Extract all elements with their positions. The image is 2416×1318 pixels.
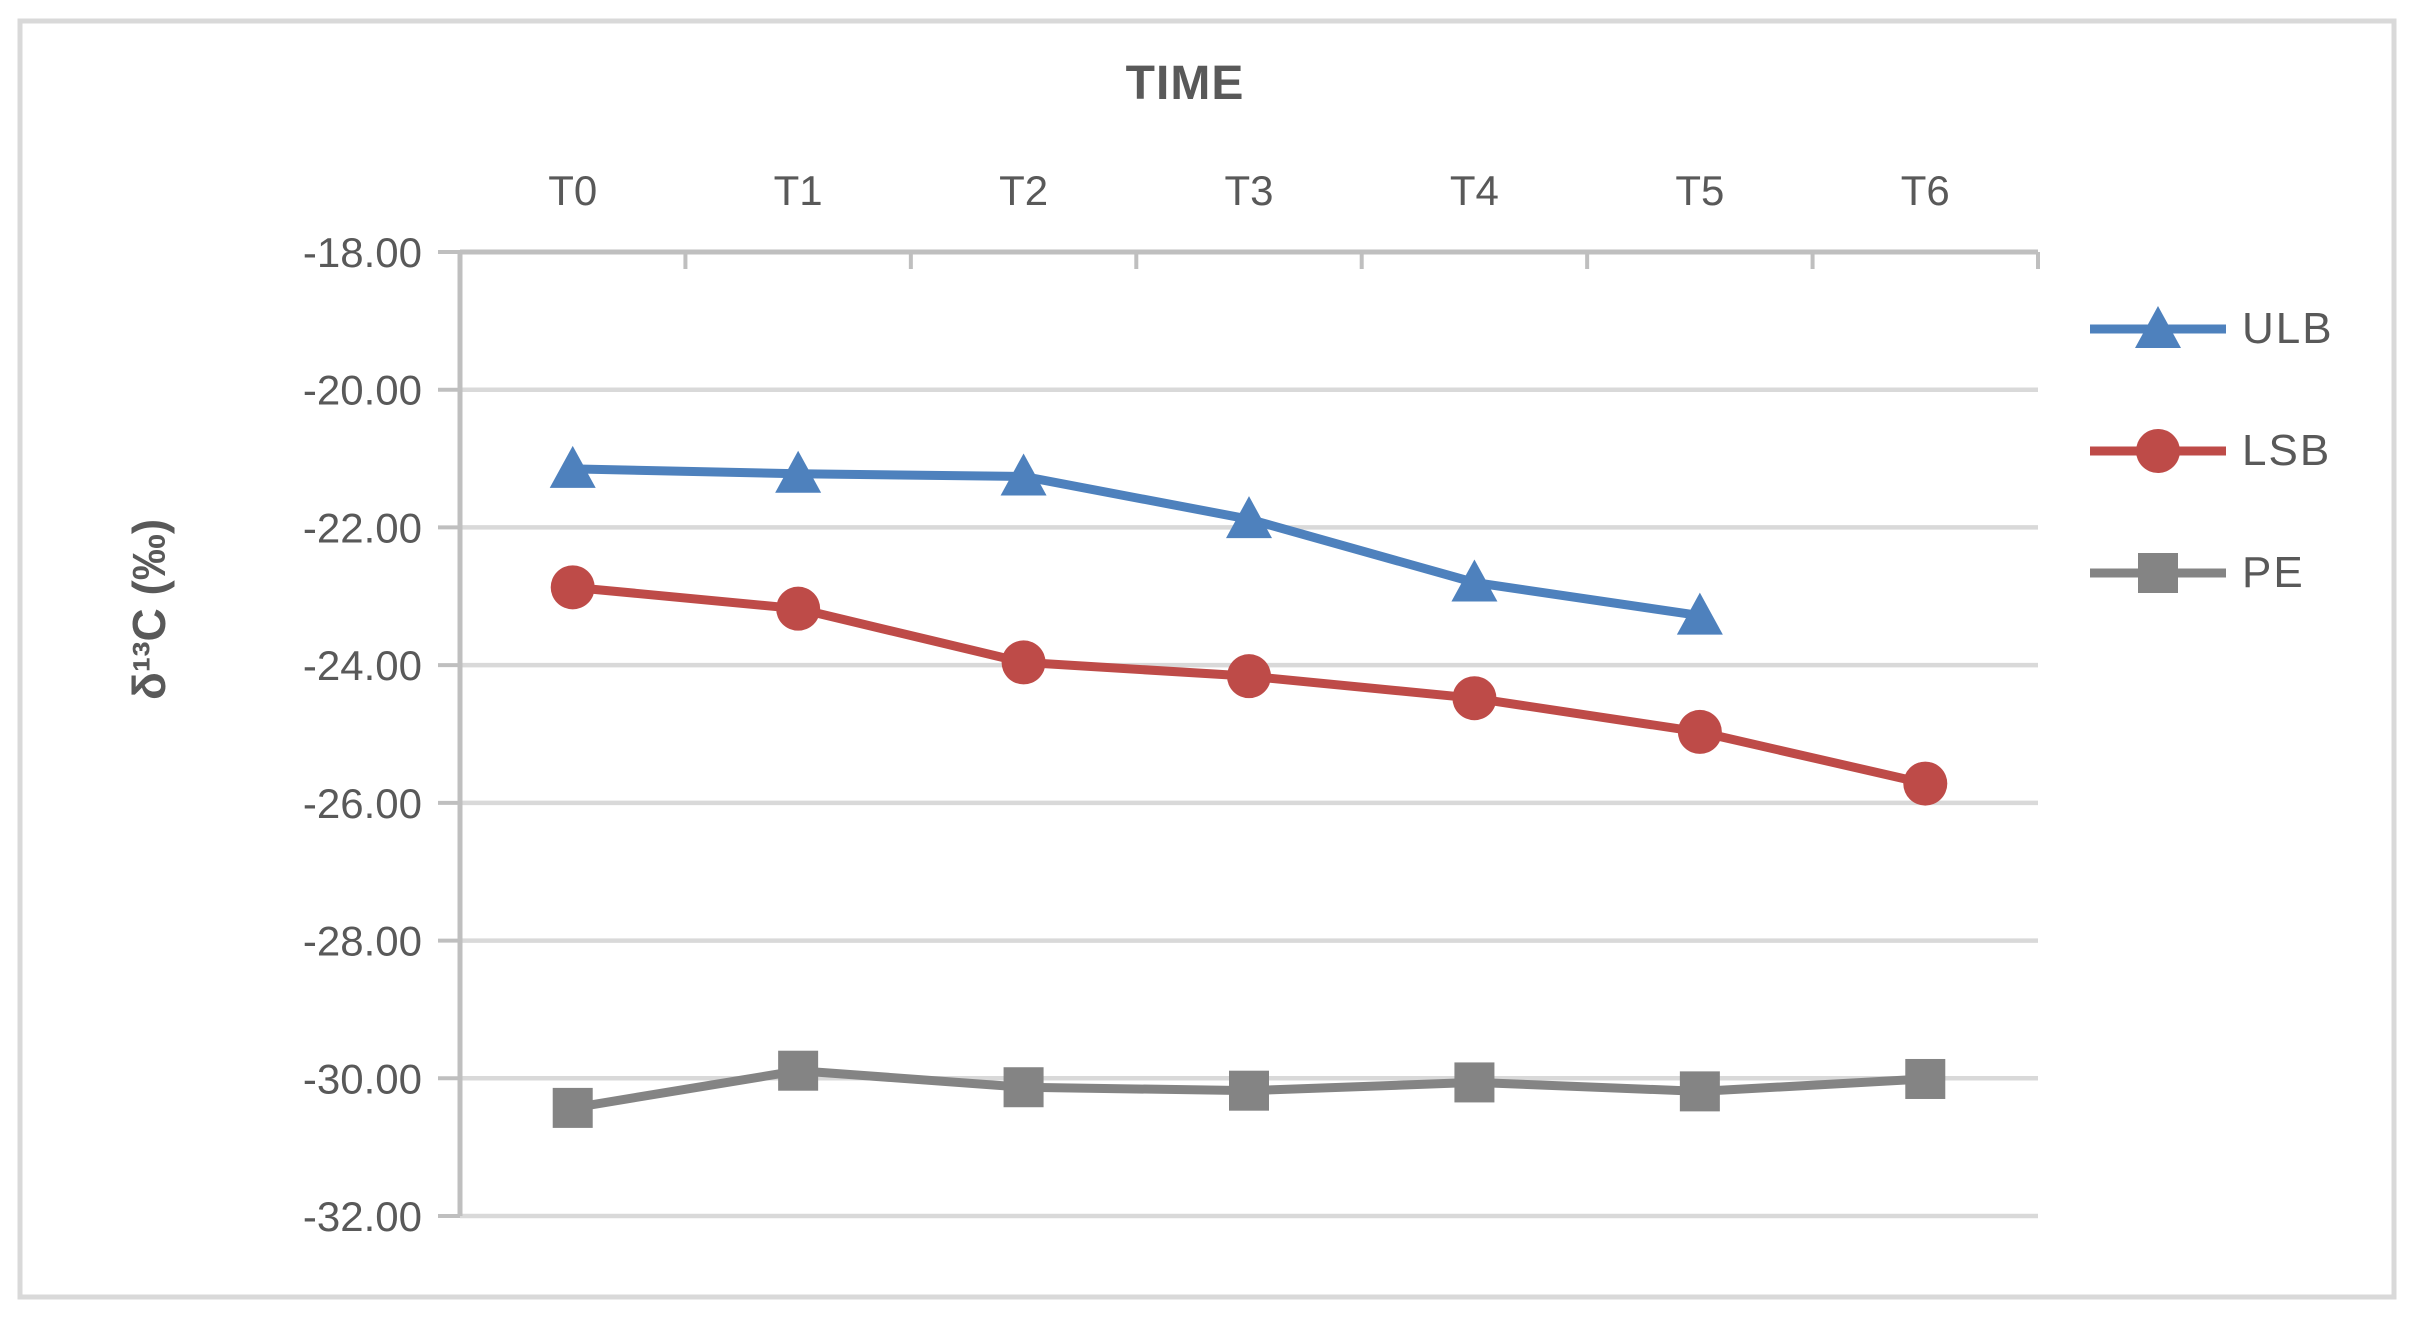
- data-point-marker: [549, 445, 596, 488]
- data-point-marker: [1679, 1071, 1720, 1112]
- legend-label: PE: [2242, 548, 2305, 597]
- y-tick-label: -18.00: [303, 229, 422, 276]
- chart-title: TIME: [1125, 57, 1245, 110]
- data-point-marker: [778, 1050, 819, 1091]
- series-lsb: [550, 565, 1948, 806]
- series-ulb: [549, 445, 1723, 635]
- chart-border: [17, 18, 2397, 1300]
- x-tick-label: T2: [999, 167, 1048, 214]
- y-tick-label: -20.00: [303, 367, 422, 414]
- data-point-marker: [550, 565, 595, 610]
- y-tick-label: -28.00: [303, 918, 422, 965]
- data-point-marker: [1001, 640, 1046, 685]
- y-tick-label: -30.00: [303, 1055, 422, 1102]
- circle-marker-icon: [2090, 429, 2226, 473]
- triangle-marker-icon: [2090, 306, 2226, 348]
- data-point-marker: [1226, 496, 1272, 539]
- data-point-marker: [1903, 761, 1948, 806]
- data-point-marker: [1677, 709, 1722, 754]
- y-tick-label: -22.00: [303, 504, 422, 551]
- x-tick-label: T1: [774, 167, 823, 214]
- legend-label: ULB: [2242, 304, 2334, 353]
- x-tick-label: T0: [548, 167, 597, 214]
- data-point-marker: [552, 1087, 593, 1128]
- y-axis-title: δ¹³C (‰): [123, 518, 175, 700]
- data-point-marker: [1452, 676, 1497, 721]
- data-point-marker: [1454, 1062, 1495, 1103]
- legend: ULB LSB PE: [2088, 297, 2334, 605]
- y-tick-label: -24.00: [303, 642, 422, 689]
- data-point-marker: [1905, 1058, 1946, 1099]
- x-tick-label: T3: [1224, 167, 1273, 214]
- x-tick-label: T5: [1675, 167, 1724, 214]
- data-point-marker: [1003, 1067, 1044, 1108]
- data-point-marker: [1229, 1070, 1269, 1111]
- legend-swatch-marker: [2135, 306, 2181, 348]
- x-tick-label: T6: [1901, 167, 1950, 214]
- legend-item-ulb: ULB: [2088, 297, 2334, 361]
- data-point-marker: [775, 450, 822, 493]
- legend-item-pe: PE: [2088, 541, 2334, 605]
- data-point-marker: [776, 586, 821, 631]
- series-pe: [552, 1050, 1946, 1128]
- data-point-marker: [1000, 453, 1047, 496]
- data-point-marker: [1451, 559, 1498, 602]
- x-tick-label: T4: [1450, 167, 1499, 214]
- y-tick-label: -26.00: [303, 780, 422, 827]
- series-line: [572, 464, 1701, 621]
- legend-label: LSB: [2242, 426, 2332, 475]
- data-point-marker: [1227, 654, 1271, 699]
- y-tick-label: -32.00: [303, 1193, 422, 1240]
- legend-item-lsb: LSB: [2088, 419, 2334, 483]
- data-point-marker: [1676, 592, 1723, 635]
- square-marker-icon: [2090, 553, 2226, 593]
- legend-swatch-marker: [2136, 429, 2180, 473]
- legend-swatch-marker: [2138, 553, 2178, 593]
